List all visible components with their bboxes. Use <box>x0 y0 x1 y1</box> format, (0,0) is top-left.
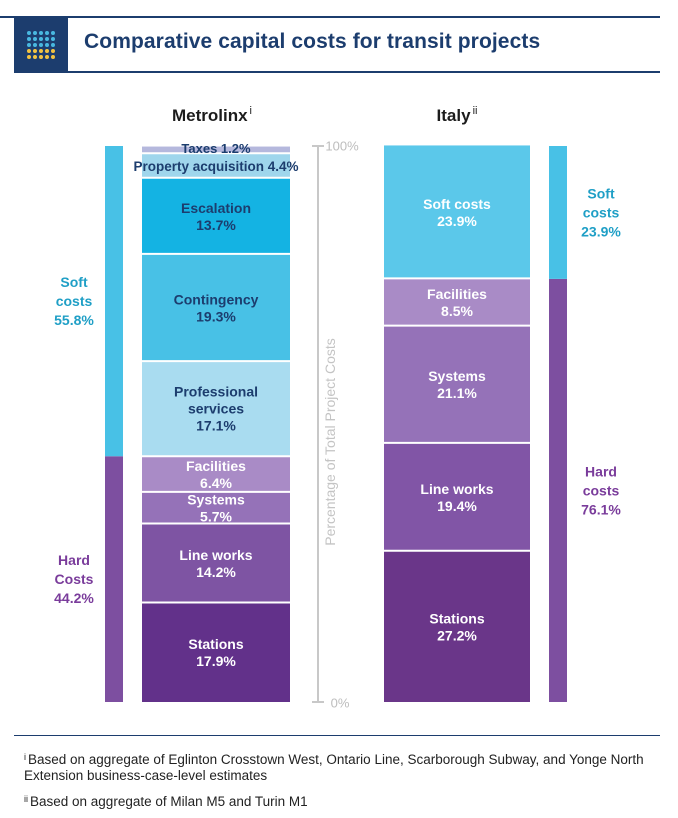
metrolinx-group-label-hard-costs-value: 44.2% <box>54 590 94 606</box>
metrolinx-segment-facilities <box>142 456 290 492</box>
italy-label-facilities: Facilities <box>427 286 487 302</box>
italy-segment-stations <box>384 550 530 702</box>
footnote-2-text: Based on aggregate of Milan M5 and Turin… <box>30 794 308 809</box>
italy-group-label-soft-costs-value: 23.9% <box>581 223 621 239</box>
top-rule <box>0 16 660 18</box>
italy-segment-systems <box>384 325 530 443</box>
metrolinx-label-escalation: Escalation <box>181 200 251 216</box>
page-title: Comparative capital costs for transit pr… <box>84 30 541 53</box>
footnote-1: i Based on aggregate of Eglinton Crosstow… <box>24 752 654 784</box>
y-tick-label-100: 100% <box>325 139 359 154</box>
italy-segment-soft-costs <box>384 145 530 279</box>
y-axis-title: Percentage of Total Project Costs <box>322 338 338 546</box>
footnote-1-marker: i <box>24 752 26 762</box>
y-tick-label-0: 0% <box>331 696 350 711</box>
italy-label-systems: Systems <box>428 368 486 384</box>
metrolinx-label-contingency-value: 19.3% <box>196 309 236 325</box>
metrolinx-segment-line-works <box>142 523 290 603</box>
header-divider <box>14 71 660 73</box>
metrolinx-label-stations: Stations <box>188 636 243 652</box>
italy-group-label-hard-costs-value: 76.1% <box>581 501 621 517</box>
metrolinx-group-hard-costs <box>105 456 123 702</box>
metrolinx-bar-title: Metrolinx i <box>172 105 252 125</box>
metrolinx-group-label-soft-costs-value: 55.8% <box>54 312 94 328</box>
footnote-2-marker: ii <box>24 794 28 804</box>
metrolinx-group-label-hard-costs-line1: Hard <box>58 552 90 568</box>
metrolinx-group-soft-costs <box>105 146 123 457</box>
italy-segment-facilities <box>384 278 530 326</box>
capital-cost-chart: 100% 0% Percentage of Total Project Costs M… <box>54 105 621 711</box>
italy-label-systems-value: 21.1% <box>437 385 477 401</box>
italy-segment-line-works <box>384 442 530 551</box>
footnote-1-text: Based on aggregate of Eglinton Crosstown… <box>24 752 644 783</box>
italy-group-hard-costs <box>549 278 567 702</box>
italy-label-line-works-value: 19.4% <box>437 498 477 514</box>
metrolinx-label-stations-value: 17.9% <box>196 653 236 669</box>
italy-group-soft-costs <box>549 146 567 279</box>
metrolinx-label-taxes: Taxes 1.2% <box>181 141 251 156</box>
metrolinx-label-contingency: Contingency <box>174 292 259 308</box>
italy-bar-title: Italy ii <box>437 105 478 125</box>
italy-label-soft-costs-value: 23.9% <box>437 213 477 229</box>
metrolinx-label-facilities: Facilities <box>186 458 246 474</box>
metrolinx-segment-taxes <box>142 146 290 154</box>
italy-group-label-soft-costs-line1: Soft <box>587 185 615 201</box>
footnote-divider <box>14 735 660 736</box>
metrolinx-group-label-soft-costs-line1: Soft <box>60 274 88 290</box>
metrolinx-label-systems-value: 5.7% <box>200 509 232 525</box>
metrolinx-label-professional-services-line1: Professional <box>174 384 258 400</box>
metrolinx-segment-contingency <box>142 253 290 362</box>
metrolinx-segment-systems <box>142 491 290 524</box>
metrolinx-label-professional-services-value: 17.1% <box>196 418 236 434</box>
metrolinx-label-line-works-value: 14.2% <box>196 564 236 580</box>
italy-label-stations-value: 27.2% <box>437 627 477 643</box>
footnote-2: ii Based on aggregate of Milan M5 and Tur… <box>24 794 308 810</box>
metrolinx-label-property-acquisition: Property acquisition 4.4% <box>133 159 298 174</box>
metrolinx-segment-escalation <box>142 177 290 254</box>
italy-group-label-soft-costs-line2: costs <box>583 204 620 220</box>
metrolinx-segment-stations <box>142 602 290 702</box>
metrolinx-label-professional-services-line2: services <box>188 401 244 417</box>
metrolinx-label-facilities-value: 6.4% <box>200 475 232 491</box>
italy-label-facilities-value: 8.5% <box>441 303 473 319</box>
italy-label-soft-costs: Soft costs <box>423 196 491 212</box>
metrolinx-label-escalation-value: 13.7% <box>196 217 236 233</box>
italy-label-stations: Stations <box>429 610 484 626</box>
italy-group-label-hard-costs-line1: Hard <box>585 463 617 479</box>
grid-dots-icon <box>14 18 68 72</box>
italy-group-label-hard-costs-line2: costs <box>583 482 620 498</box>
metrolinx-group-label-hard-costs-line2: Costs <box>55 571 94 587</box>
metrolinx-label-line-works: Line works <box>179 547 252 563</box>
metrolinx-label-systems: Systems <box>187 492 245 508</box>
metrolinx-group-label-soft-costs-line2: costs <box>56 293 93 309</box>
metrolinx-segment-professional-services <box>142 361 290 457</box>
metrolinx-segment-property-acquisition <box>142 153 290 178</box>
italy-label-line-works: Line works <box>420 481 493 497</box>
